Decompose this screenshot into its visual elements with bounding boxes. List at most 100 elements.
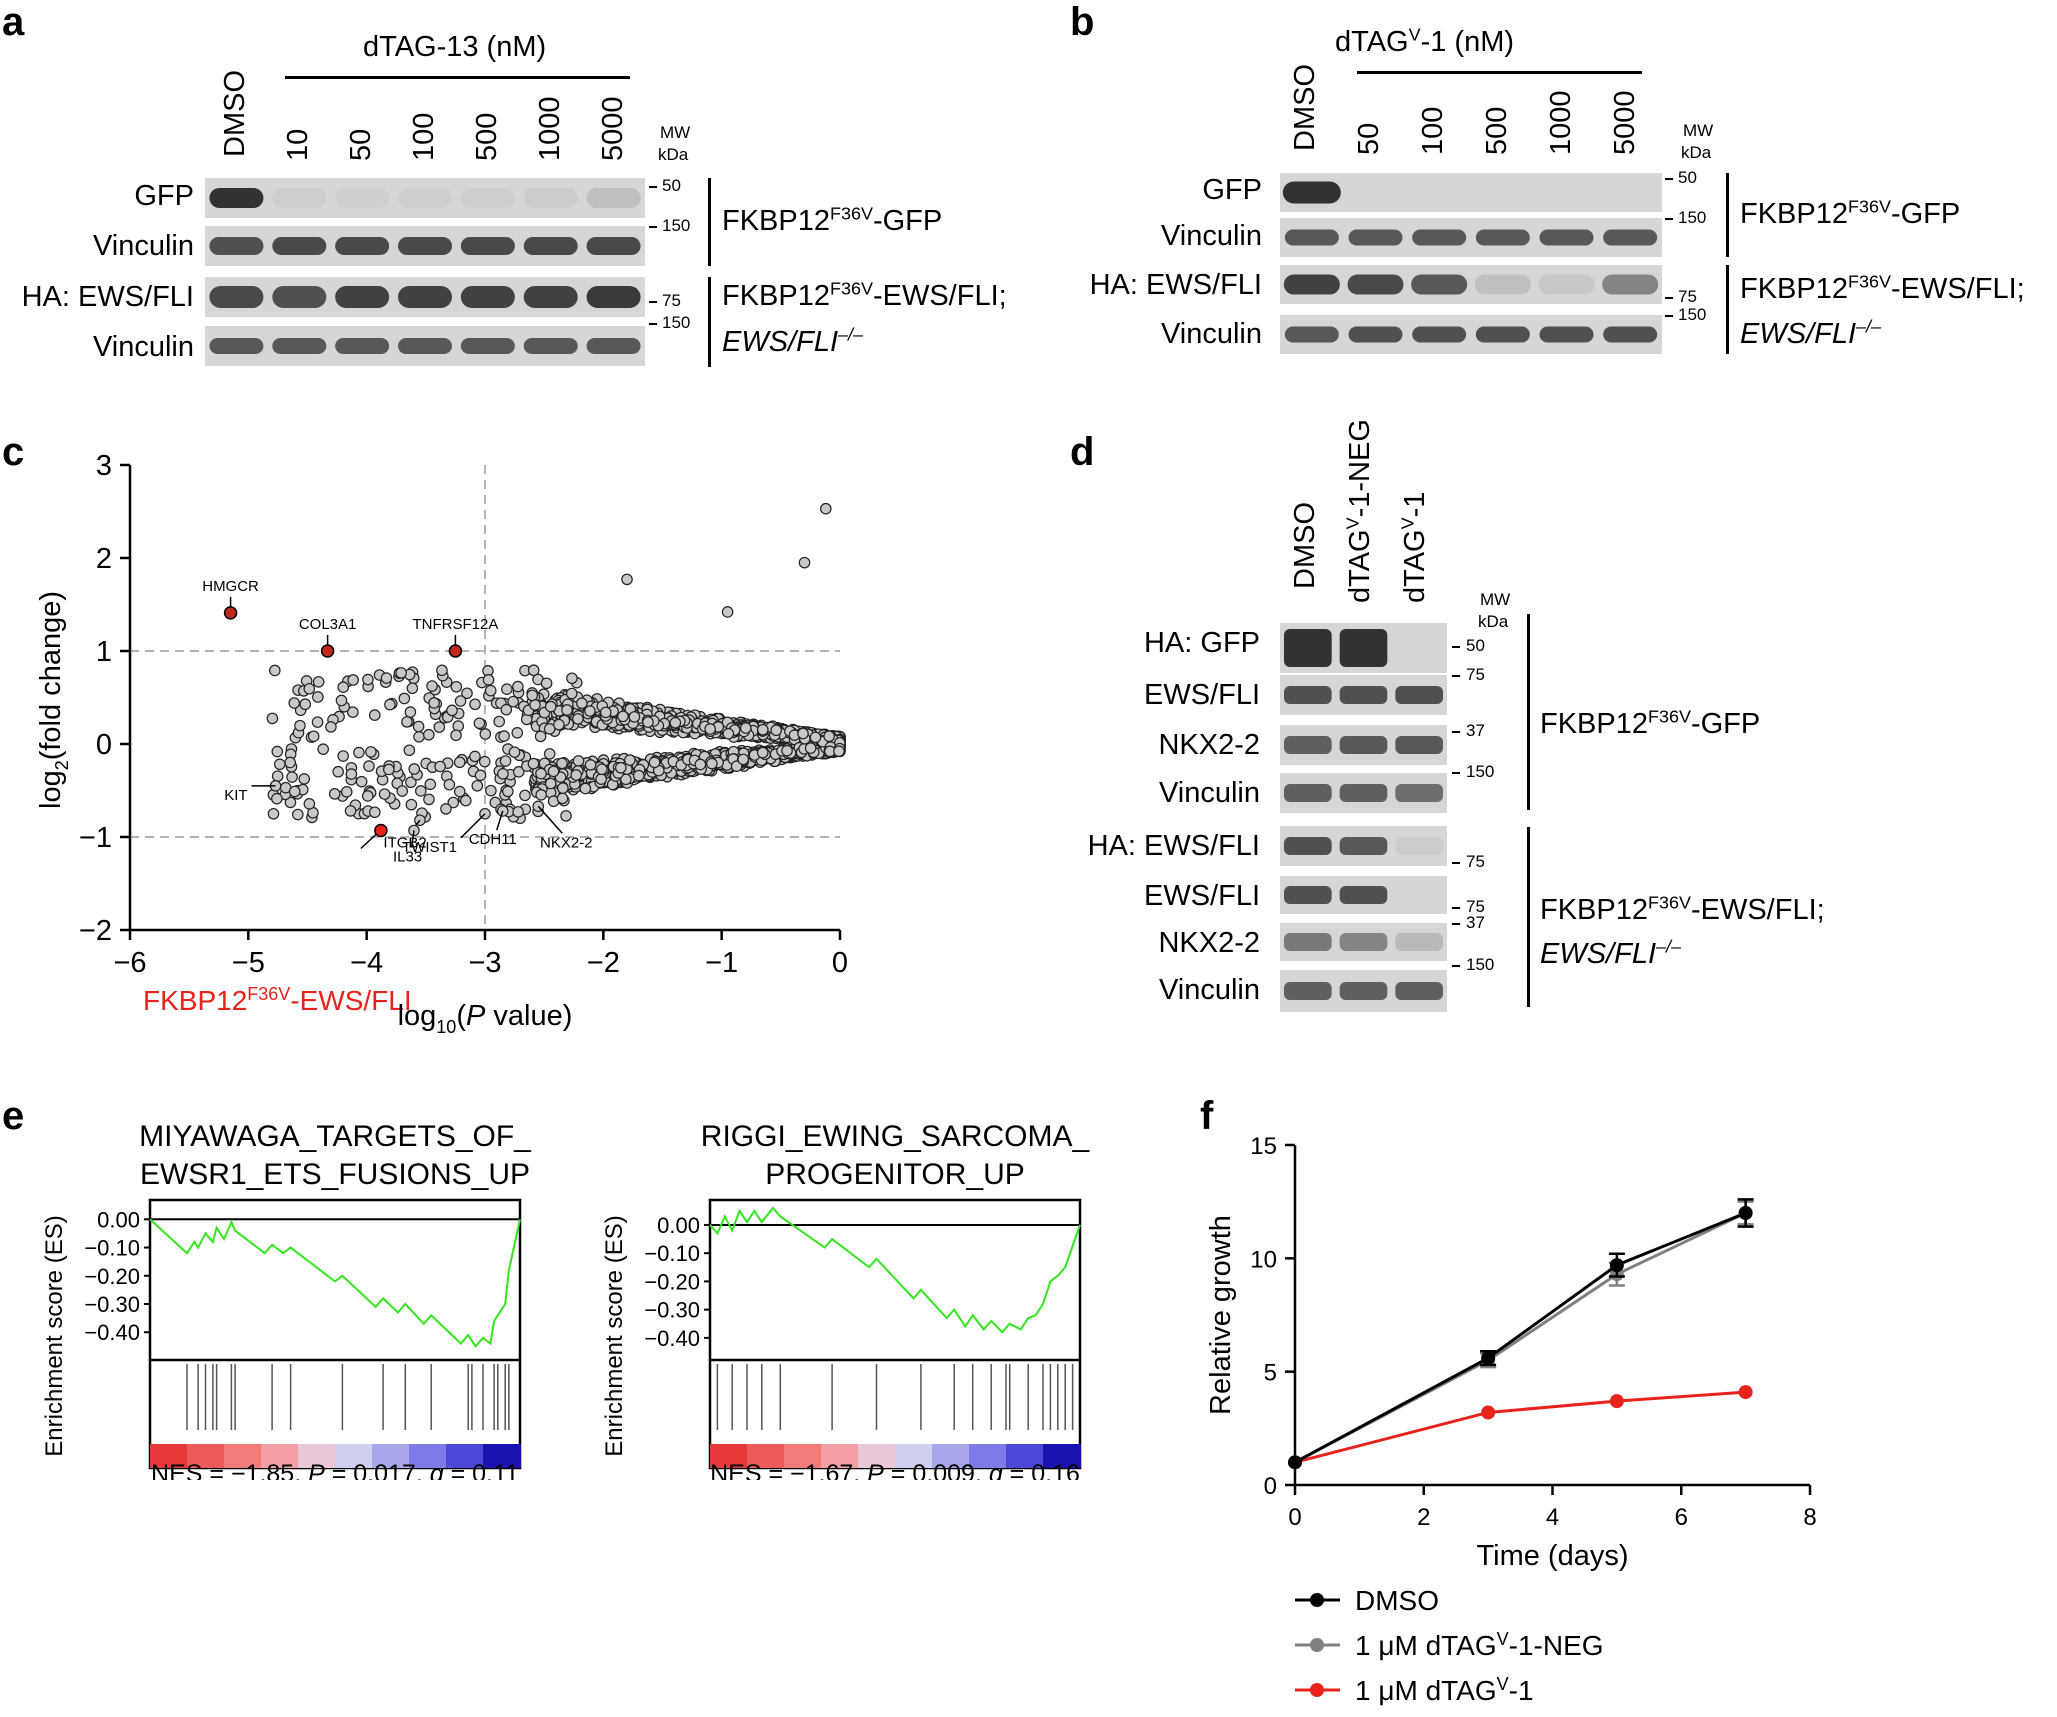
scatter-point [614,762,627,774]
enrichment-curve [149,1218,521,1349]
blot-strip [1280,675,1447,715]
y-tick-label: −0.30 [84,1292,140,1317]
scatter-point [447,796,460,809]
scatter-point [512,766,525,778]
data-point [1738,1385,1753,1400]
rank-gradient-segment [858,1444,896,1468]
blot-band [335,338,390,354]
scatter-point [424,778,437,791]
blot-band [1539,326,1594,343]
scatter-point [565,687,578,700]
blot-bands [209,237,641,255]
y-tick-label: 0 [96,729,112,761]
scatter-point [722,727,735,740]
blot-band [586,188,641,208]
blot-band [1348,229,1403,246]
panel-b-construct1: FKBP12F36V-GFP [1740,196,1961,230]
y-tick-label: 0.00 [97,1207,140,1232]
legend-label: 1 μM dTAGV-1 [1355,1674,1534,1706]
mw-mark: 50 [1466,636,1485,655]
blot-bands [1282,181,1341,204]
scatter-point [478,755,491,768]
panel-d-row-label: HA: EWS/FLI [1087,830,1260,862]
blot-strip [1280,876,1447,914]
scatter-point [757,723,769,736]
blot-bands [1284,933,1443,951]
blot-band [1412,229,1467,246]
scatter-point [335,694,348,707]
scatter-point [288,785,301,798]
scatter-point [502,785,514,798]
blot-band [523,237,578,255]
panel-a-lane-label: 10 [282,128,314,161]
y-tick-label: 5 [1264,1360,1277,1387]
data-point [1609,1394,1624,1409]
scatter-point [369,806,381,819]
blot-band [1339,982,1388,1000]
annotation-leader [460,813,486,839]
scatter-point [543,723,556,735]
scatter-point [433,721,446,733]
scatter-point [535,789,547,801]
scatter-point [529,699,541,711]
panel-a-row-label: Vinculin [92,230,194,262]
blot-band [1284,837,1332,855]
blot-band [1395,736,1443,754]
blot-band [209,188,264,208]
scatter-point [527,757,540,770]
scatter-point [412,720,425,733]
scatter-point [453,756,466,769]
blot-strip [205,178,645,218]
blot-band [1395,933,1443,951]
scatter-point [584,759,597,771]
mw-tick [1665,218,1673,220]
scatter-point [440,803,452,815]
x-axis-label: log10(P value) [398,1000,573,1037]
rank-gradient-segment [446,1444,484,1468]
superscript: V [1497,1674,1509,1694]
rank-gradient-segment [187,1444,225,1468]
panel-letter-e: e [2,1094,25,1138]
blot-band [1395,686,1443,704]
blot-band [1282,181,1341,204]
highlighted-point [374,823,388,838]
panel-a-row-label: GFP [134,180,194,212]
mw-tick [1452,965,1460,967]
blot-band [272,286,327,308]
mw-mark: 37 [1466,721,1485,740]
scatter-point [621,573,633,586]
blot-band [586,286,641,308]
x-tick-label: −2 [587,947,620,979]
scatter-point [642,716,654,728]
y-axis-label: log2(fold change) [35,591,72,809]
x-tick-label: 0 [832,947,848,979]
blot-band [1602,274,1659,295]
gsea-title: RIGGI_EWING_SARCOMA_ [701,1120,1091,1153]
panel-b-row-label: Vinculin [1160,318,1262,350]
blot-strip [1280,923,1447,961]
rank-gradient-segment [747,1444,785,1468]
scatter-point [365,746,377,758]
stat-part: = 0.11 [444,1460,519,1480]
scatter-point [479,728,492,740]
panel-letter-b: b [1070,0,1095,44]
scatter-point [404,706,417,718]
subscript: 2 [52,760,72,770]
scatter-point [544,700,557,713]
x-tick-label: −3 [468,947,501,979]
blot-band [1475,326,1530,343]
scatter-point [534,730,547,743]
x-tick-label: −6 [113,947,146,979]
y-tick-label: −2 [79,915,112,947]
scatter-point [501,683,513,695]
panel-a-construct2: FKBP12F36V-EWS/FLI; [722,278,1007,312]
enrichment-curve [709,1206,1081,1334]
mw-mark: 150 [1678,305,1707,324]
panel-letter-d: d [1070,430,1095,474]
panel-a-treatment: dTAG-13 (nM) [363,31,547,63]
x-tick-label: 6 [1675,1504,1688,1531]
scatter-point [446,704,458,717]
panel-b-row-label: HA: EWS/FLI [1089,269,1262,301]
panel-d-row-label: Vinculin [1158,777,1260,809]
point-cloud [266,502,846,825]
